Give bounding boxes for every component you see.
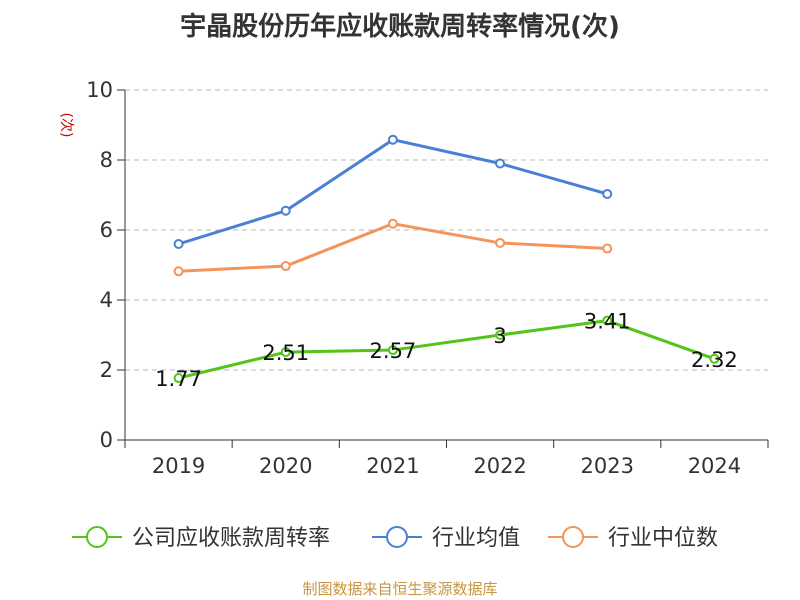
data-label: 3 [493,324,506,348]
x-tick-label: 2019 [152,454,205,478]
y-tick-label: 8 [100,148,113,172]
data-point [495,237,506,248]
series-line-0 [178,319,715,380]
data-point [709,353,720,364]
y-tick-label: 10 [86,78,113,102]
legend-marker-0 [86,526,108,548]
data-point [387,345,398,356]
data-label: 2.51 [262,341,309,365]
legend-marker-1 [386,526,408,548]
x-tick-label: 2021 [366,454,419,478]
data-point [495,330,506,340]
data-point [387,134,398,145]
data-point [495,158,506,169]
data-point [602,315,613,326]
y-tick-label: 2 [100,358,113,382]
x-tick-label: 2020 [259,454,312,478]
data-label: 2.32 [691,348,738,372]
legend-label-0: 公司应收账款周转率 [132,526,330,551]
y-axis-label: (次) [58,113,74,138]
data-point [173,239,184,249]
data-label: 1.77 [155,367,202,391]
x-tick-label: 2022 [473,454,526,478]
data-point [280,347,291,358]
data-label: 2.57 [370,339,417,363]
data-point [387,218,398,229]
data-point [173,266,184,277]
y-tick-label: 0 [100,428,113,452]
source-text: 制图数据来自恒生聚源数据库 [302,580,498,598]
y-tick-label: 4 [100,288,113,312]
chart-title: 宇晶股份历年应收账款周转率情况(次) [180,12,620,42]
x-tick-label: 2023 [581,454,634,478]
series-line-2 [178,222,608,273]
data-point [173,373,184,384]
y-tick-label: 6 [100,218,113,242]
data-point [280,205,291,216]
x-tick-label: 2024 [688,454,741,478]
data-point [280,261,291,272]
data-point [602,243,613,254]
legend-marker-2 [562,526,584,548]
data-point [602,188,613,199]
data-label: 3.41 [584,310,631,334]
legend-label-2: 行业中位数 [608,526,718,551]
legend-label-1: 行业均值 [432,526,520,551]
